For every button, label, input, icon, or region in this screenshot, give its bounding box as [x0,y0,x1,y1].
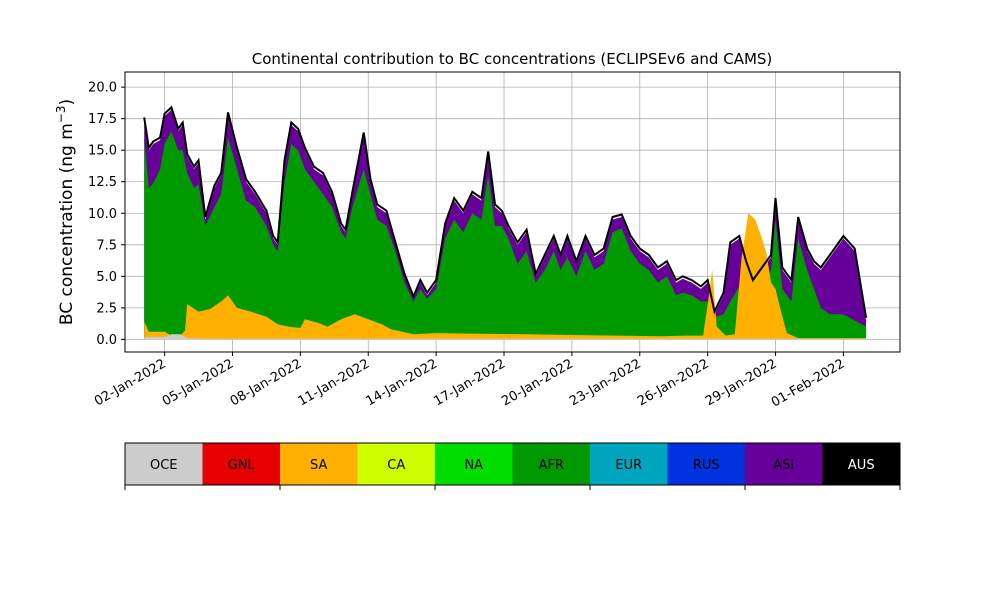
x-axis-ticks: 02-Jan-202205-Jan-202208-Jan-202211-Jan-… [92,352,847,410]
y-tick-label: 20.0 [88,81,117,96]
area-series-sa [144,213,867,340]
total-line [143,105,868,319]
x-tick-label: 23-Jan-2022 [567,356,644,409]
x-tick-label: 11-Jan-2022 [296,356,373,409]
legend-swatch-na [435,443,513,485]
legend-label: NA [464,458,483,473]
legend-label: EUR [615,458,642,473]
stacked-areas [144,109,867,340]
plot-frame [124,71,901,353]
x-tick-label: 26-Jan-2022 [635,356,712,409]
area-series-oce [144,334,867,340]
legend-swatch-asi [745,443,823,485]
y-tick-label: 15.0 [88,144,117,159]
x-tick-label: 29-Jan-2022 [703,356,780,409]
legend-swatch-rus [667,443,745,485]
total-concentration-line [143,105,868,319]
legend-swatch-eur [590,443,668,485]
x-tick-label: 05-Jan-2022 [160,356,237,409]
x-tick-label: 20-Jan-2022 [499,356,576,409]
legend-swatch-afr [512,443,590,485]
x-tick-label: 01-Feb-2022 [769,356,848,410]
area-series-afr [144,131,867,340]
legend-label: SA [310,458,327,473]
legend-swatch-ca [357,443,435,485]
x-tick-label: 02-Jan-2022 [92,356,169,409]
legend-label: GNL [228,458,256,473]
legend-label: AUS [848,458,875,473]
legend-swatch-aus [822,443,900,485]
legend-label: ASI [773,458,794,473]
y-tick-label: 2.5 [96,301,117,316]
legend-swatch-oce [125,443,203,485]
y-tick-label: 0.0 [96,333,117,348]
y-tick-label: 12.5 [88,175,117,190]
legend-label: RUS [693,458,720,473]
x-tick-label: 14-Jan-2022 [364,356,441,409]
y-tick-label: 5.0 [96,270,117,285]
y-axis-label-main: BC concentration (ng m [57,123,77,325]
y-axis-label-sup: −3 [54,105,68,123]
legend-label: OCE [150,458,178,473]
y-tick-label: 17.5 [88,112,117,127]
chart-title: Continental contribution to BC concentra… [252,50,773,68]
legend-label: CA [387,458,405,473]
y-tick-label: 10.0 [88,207,117,222]
x-tick-label: 17-Jan-2022 [431,356,508,409]
y-axis-label: BC concentration (ng m−3) [54,99,77,325]
y-axis-label-close: ) [57,99,77,106]
x-tick-label: 08-Jan-2022 [228,356,305,409]
legend-colorbar: OCE GNL SA CA NA AFR EUR RUS ASI AUS [124,442,901,490]
legend-label: AFR [539,458,564,473]
y-tick-label: 7.5 [96,238,117,253]
legend-swatch-gnl [202,443,280,485]
y-axis-ticks: 0.0 2.5 5.0 7.5 10.0 12.5 15.0 17.5 20.0 [88,81,125,348]
legend-swatch-sa [280,443,358,485]
legend-frame [124,442,901,486]
